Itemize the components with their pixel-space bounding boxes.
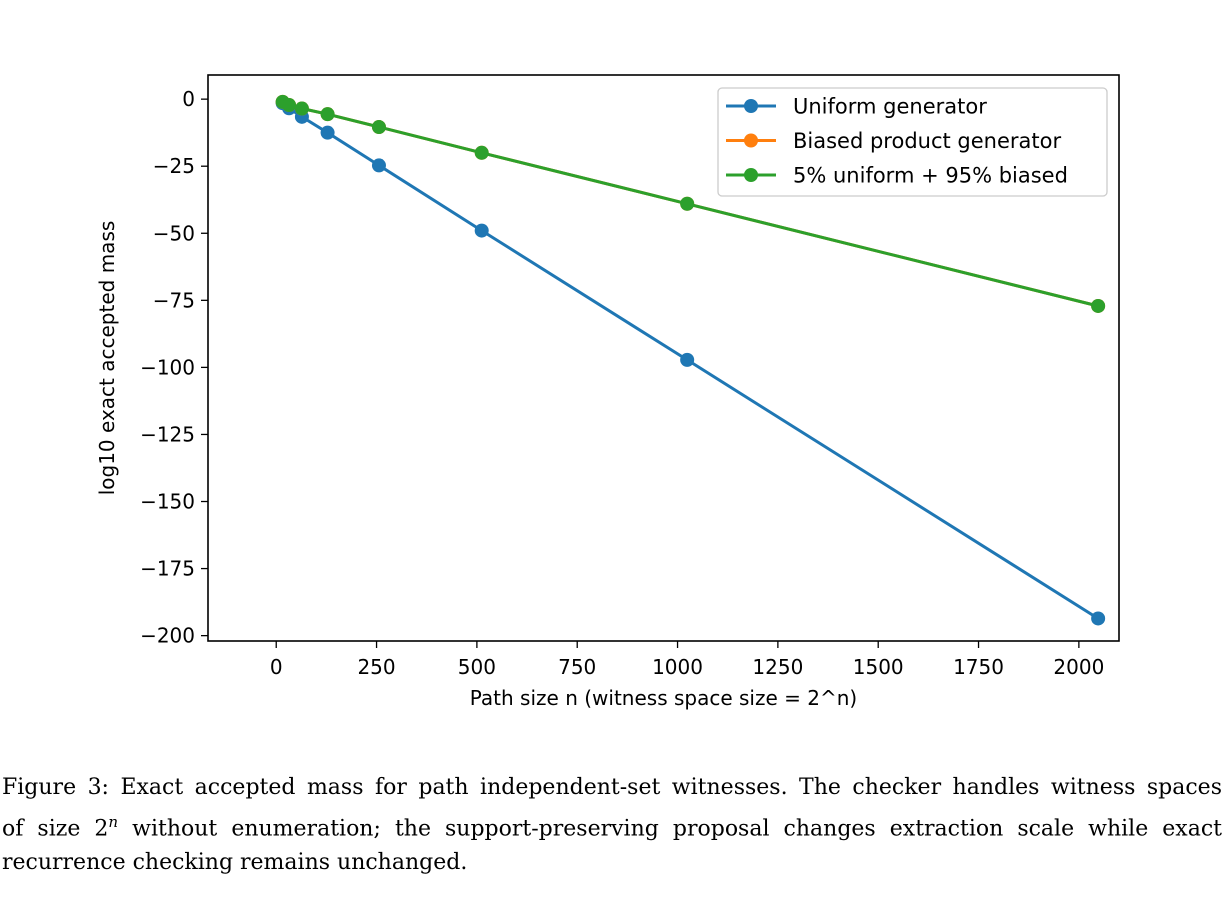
caption-line-2-end: without enumeration; the support-preserv… (118, 816, 1222, 842)
y-tick-label: −200 (140, 624, 195, 648)
legend-marker (744, 133, 758, 148)
series-3 (275, 94, 1106, 313)
data-point (371, 120, 386, 135)
x-tick-label: 1500 (853, 655, 904, 679)
data-point (1091, 611, 1106, 626)
data-point (294, 101, 309, 116)
x-tick-label: 500 (458, 655, 496, 679)
y-axis-label: log10 exact accepted mass (95, 221, 119, 496)
x-tick-label: 1750 (953, 655, 1004, 679)
y-tick-label: −75 (153, 288, 195, 312)
y-tick-label: −150 (140, 490, 195, 514)
y-tick-label: −100 (140, 355, 195, 379)
data-point (474, 223, 489, 238)
data-point (320, 125, 335, 140)
legend-label: 5% uniform + 95% biased (793, 164, 1068, 188)
caption-line-1: Figure 3: Exact accepted mass for path i… (2, 775, 1222, 800)
y-tick-label: −50 (153, 221, 195, 245)
data-point (282, 98, 297, 113)
x-tick-label: 2000 (1053, 655, 1104, 679)
data-point (680, 196, 695, 211)
legend-box (717, 87, 1108, 197)
y-tick-label: −125 (140, 422, 195, 446)
figure-caption: Figure 3: Exact accepted mass for path i… (2, 771, 1222, 880)
caption-line-2: of size 2n without enumeration; the supp… (2, 805, 1222, 846)
x-tick-label: 750 (558, 655, 596, 679)
caption-superscript-n: n (108, 813, 119, 831)
caption-line-2-start: of size 2 (2, 816, 109, 842)
legend-label: Uniform generator (793, 95, 987, 119)
x-tick-label: 0 (270, 655, 283, 679)
data-point (474, 145, 489, 160)
y-tick-label: −25 (153, 154, 195, 178)
chart: Path size n (witness space size = 2^n) l… (95, 74, 1120, 710)
caption-line-3: recurrence checking remains unchanged. (2, 850, 468, 876)
data-point (371, 158, 386, 173)
x-tick-label: 250 (357, 655, 395, 679)
legend-marker (744, 99, 758, 113)
x-axis-label: Path size n (witness space size = 2^n) (470, 686, 857, 710)
plot-frame (207, 74, 1120, 642)
y-tick-label: −175 (140, 557, 195, 581)
y-tick-label: 0 (182, 87, 195, 111)
legend: Uniform generator Biased product generato… (717, 87, 1108, 197)
data-point (1091, 298, 1106, 313)
legend-marker (744, 168, 758, 182)
data-point (680, 352, 695, 367)
legend-label: Biased product generator (793, 129, 1061, 153)
x-tick-label: 1250 (752, 655, 803, 679)
x-tick-label: 1000 (652, 655, 703, 679)
data-point (320, 107, 335, 122)
